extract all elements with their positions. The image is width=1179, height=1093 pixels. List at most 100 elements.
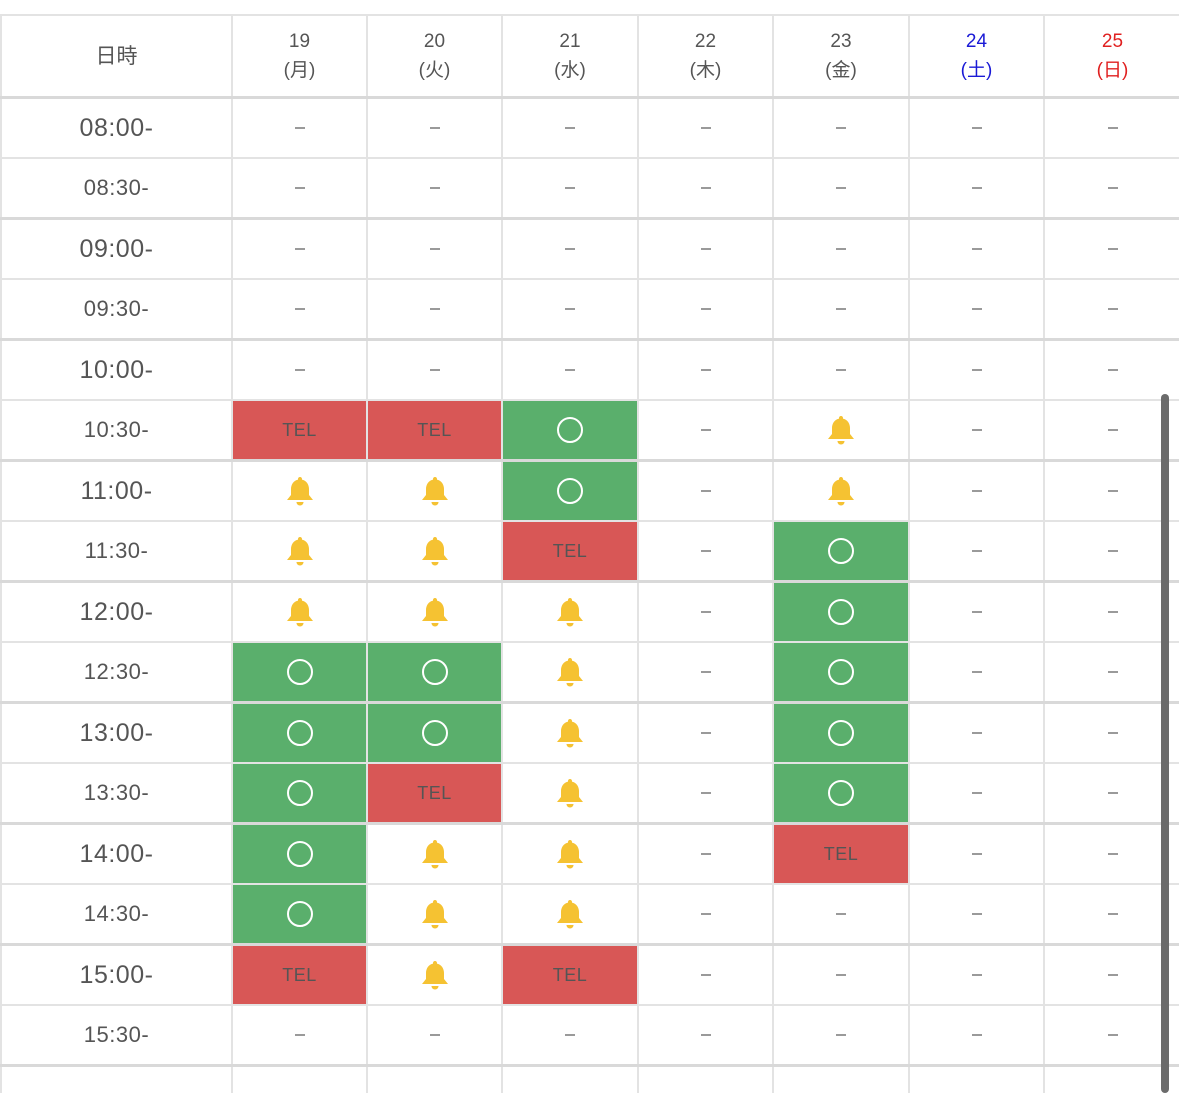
available-circle-icon — [286, 780, 313, 806]
slot-available-23[interactable] — [772, 762, 910, 825]
slot-unavailable — [908, 520, 1045, 583]
day-header-20: 20 (火) — [366, 14, 503, 99]
slot-available-20[interactable] — [366, 641, 503, 704]
dash-icon — [836, 368, 846, 371]
slot-notify-20[interactable] — [366, 520, 503, 583]
vertical-scrollbar[interactable] — [1161, 394, 1169, 1093]
slot-available-19[interactable] — [231, 762, 368, 825]
dash-icon — [971, 307, 982, 310]
available-circle-icon — [421, 720, 448, 746]
slot-unavailable — [1043, 883, 1179, 946]
bell-icon — [826, 477, 856, 506]
slot-notify-20[interactable] — [366, 883, 503, 946]
bell-icon — [285, 598, 315, 627]
slot-unavailable — [1043, 1064, 1179, 1093]
slot-notify-21[interactable] — [501, 641, 639, 704]
day-weekday: (木) — [689, 60, 722, 81]
bell-icon — [555, 840, 585, 869]
time-label: 10:30- — [0, 399, 233, 462]
slot-available-23[interactable] — [772, 701, 910, 764]
time-slot-row: 08:00- — [0, 96, 1179, 159]
slot-tel-20[interactable]: TEL — [366, 399, 503, 462]
slot-unavailable — [1043, 338, 1179, 401]
slot-available-21[interactable] — [501, 459, 639, 522]
slot-unavailable — [908, 943, 1045, 1006]
dash-icon — [971, 1033, 982, 1036]
slot-unavailable — [231, 96, 368, 159]
schedule-body: 08:00- 08:30- 09:00- 09:30- 10:00- 10:30- TEL T… — [0, 96, 1179, 1093]
header-row: 日時 19 (月) 20 (火) 21 (水) 22 (木) 23 (金) 24 (土) 25 (日) — [0, 14, 1179, 99]
time-slot-row: 13:30- TEL — [0, 762, 1179, 825]
slot-notify-23[interactable] — [772, 399, 910, 462]
slot-notify-19[interactable] — [231, 459, 368, 522]
dash-icon — [700, 912, 711, 915]
slot-unavailable — [231, 278, 368, 341]
day-weekday: (日) — [1096, 60, 1129, 81]
dash-icon — [836, 126, 846, 129]
slot-notify-19[interactable] — [231, 520, 368, 583]
slot-tel-21[interactable]: TEL — [501, 943, 639, 1006]
slot-available-23[interactable] — [772, 580, 910, 643]
slot-notify-21[interactable] — [501, 822, 639, 885]
slot-available-19[interactable] — [231, 701, 368, 764]
slot-unavailable — [772, 217, 910, 280]
slot-notify-21[interactable] — [501, 883, 639, 946]
dash-icon — [971, 126, 982, 129]
dash-icon — [700, 852, 711, 855]
slot-available-19[interactable] — [231, 641, 368, 704]
dash-icon — [971, 670, 982, 673]
dash-icon — [836, 912, 846, 915]
slot-unavailable — [366, 1064, 503, 1093]
dash-icon — [1107, 428, 1118, 431]
slot-unavailable — [908, 217, 1045, 280]
slot-notify-20[interactable] — [366, 822, 503, 885]
bell-icon — [555, 719, 585, 748]
dash-icon — [971, 610, 982, 613]
slot-available-19[interactable] — [231, 822, 368, 885]
slot-unavailable — [772, 1064, 910, 1093]
slot-notify-21[interactable] — [501, 762, 639, 825]
slot-tel-19[interactable]: TEL — [231, 943, 368, 1006]
bell-icon — [555, 658, 585, 687]
slot-notify-20[interactable] — [366, 943, 503, 1006]
dash-icon — [700, 670, 711, 673]
dash-icon — [429, 1033, 440, 1036]
dash-icon — [971, 428, 982, 431]
slot-notify-20[interactable] — [366, 459, 503, 522]
dash-icon — [700, 186, 711, 189]
slot-notify-23[interactable] — [772, 459, 910, 522]
slot-available-23[interactable] — [772, 520, 910, 583]
slot-unavailable — [366, 338, 503, 401]
time-slot-row: 15:30- — [0, 1004, 1179, 1067]
time-label: 15:30- — [0, 1004, 233, 1067]
bell-icon — [555, 598, 585, 627]
day-date: 25 — [1101, 31, 1124, 52]
time-slot-row: 13:00- — [0, 701, 1179, 764]
slot-unavailable — [908, 459, 1045, 522]
slot-notify-20[interactable] — [366, 580, 503, 643]
slot-tel-21[interactable]: TEL — [501, 520, 639, 583]
slot-unavailable — [1043, 822, 1179, 885]
slot-tel-23[interactable]: TEL — [772, 822, 910, 885]
slot-available-20[interactable] — [366, 701, 503, 764]
slot-unavailable — [637, 520, 774, 583]
day-header-21: 21 (水) — [501, 14, 639, 99]
slot-notify-21[interactable] — [501, 580, 639, 643]
slot-unavailable — [366, 157, 503, 220]
dash-icon — [971, 186, 982, 189]
tel-label: TEL — [823, 843, 859, 864]
slot-available-21[interactable] — [501, 399, 639, 462]
bell-icon — [420, 598, 450, 627]
slot-notify-19[interactable] — [231, 580, 368, 643]
slot-available-19[interactable] — [231, 883, 368, 946]
day-weekday: (金) — [825, 60, 857, 81]
dash-icon — [294, 368, 305, 371]
slot-tel-20[interactable]: TEL — [366, 762, 503, 825]
slot-unavailable — [1043, 1004, 1179, 1067]
day-date: 19 — [288, 31, 311, 52]
slot-tel-19[interactable]: TEL — [231, 399, 368, 462]
slot-unavailable — [908, 641, 1045, 704]
slot-unavailable — [908, 96, 1045, 159]
slot-available-23[interactable] — [772, 641, 910, 704]
slot-notify-21[interactable] — [501, 701, 639, 764]
